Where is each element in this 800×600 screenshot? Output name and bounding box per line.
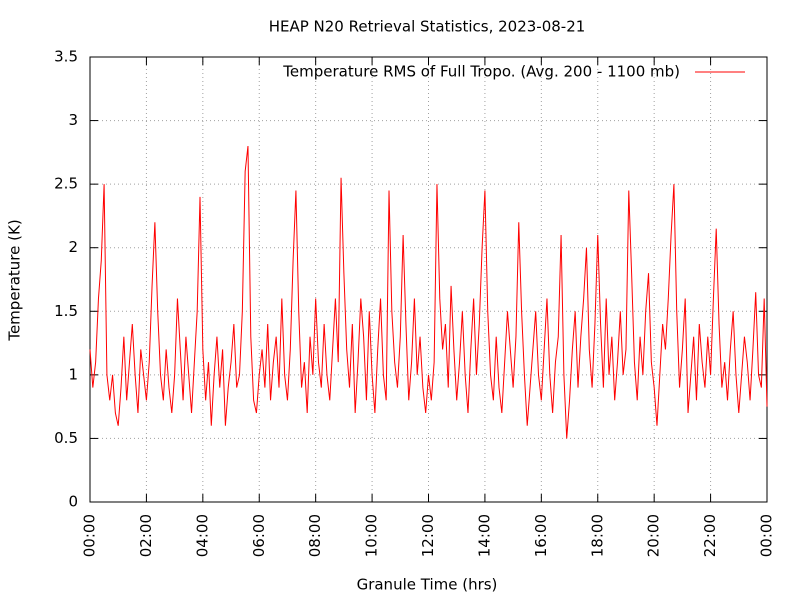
x-tick-label: 00:00 <box>81 514 99 557</box>
x-tick-label: 16:00 <box>532 514 550 557</box>
data-line <box>89 145 768 439</box>
x-tick-label: 02:00 <box>137 514 155 557</box>
y-tick-label: 2 <box>68 238 78 256</box>
x-tick-label: 10:00 <box>363 514 381 557</box>
y-tick-label: 1.5 <box>54 302 78 320</box>
x-tick-label: 08:00 <box>306 514 324 557</box>
x-tick-label: 18:00 <box>588 514 606 557</box>
plot-border <box>89 56 768 503</box>
x-axis-label: Granule Time (hrs) <box>357 576 498 594</box>
legend-label: Temperature RMS of Full Tropo. (Avg. 200… <box>282 63 680 81</box>
y-tick-label: 1 <box>68 365 78 383</box>
y-tick-label: 0 <box>68 493 78 511</box>
x-tick-label: 00:00 <box>758 514 776 557</box>
x-tick-label: 04:00 <box>193 514 211 557</box>
y-axis-label: Temperature (K) <box>6 219 24 341</box>
x-tick-label: 20:00 <box>645 514 663 557</box>
x-tick-label: 06:00 <box>250 514 268 557</box>
x-tick-label: 12:00 <box>419 514 437 557</box>
y-tick-label: 3 <box>68 111 78 129</box>
y-tick-label: 0.5 <box>54 429 78 447</box>
x-tick-label: 22:00 <box>701 514 719 557</box>
y-tick-label: 2.5 <box>54 175 78 193</box>
chart-title: HEAP N20 Retrieval Statistics, 2023-08-2… <box>269 18 586 36</box>
y-tick-label: 3.5 <box>54 48 78 66</box>
x-tick-label: 14:00 <box>475 514 493 557</box>
